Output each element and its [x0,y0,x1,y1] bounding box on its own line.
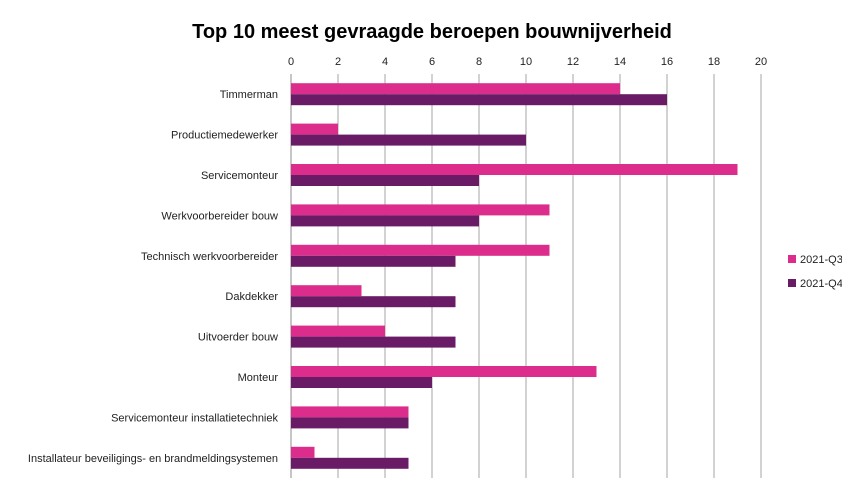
bar [291,255,456,267]
legend: 2021-Q3 2021-Q4 [788,254,842,290]
bar [291,336,456,348]
x-axis-ticks: 0 2 4 6 8 10 12 14 16 18 20 [288,56,767,68]
bar [291,285,362,297]
bar [291,215,479,227]
category-label: Dakdekker [225,291,278,303]
category-label: Servicemonteur installatietechniek [111,412,278,424]
bar [291,296,456,308]
bar [291,446,315,458]
category-label: Timmerman [220,89,278,101]
category-label: Uitvoerder bouw [198,332,278,344]
legend-label: 2021-Q4 [800,278,842,290]
x-tick-label: 12 [567,56,579,68]
x-tick-label: 16 [661,56,673,68]
x-tick-label: 14 [614,56,626,68]
legend-swatch [788,279,796,287]
bar [291,134,526,146]
x-tick-label: 0 [288,56,294,68]
bar [291,204,550,216]
bar [291,83,620,95]
bar [291,457,409,469]
legend-label: 2021-Q3 [800,254,842,266]
legend-swatch [788,255,796,263]
category-label: Monteur [238,372,279,384]
bar [291,244,550,256]
bar [291,123,338,135]
bar [291,406,409,418]
bar [291,164,738,175]
x-tick-label: 6 [429,56,435,68]
category-label: Werkvoorbereider bouw [161,210,278,222]
x-tick-label: 2 [335,56,341,68]
category-labels: Timmerman Productiemedewerker Servicemonte… [28,89,279,465]
bar [291,377,432,388]
bar [291,417,409,429]
category-label: Productiemedewerker [171,130,278,142]
bar [291,175,479,186]
bars [291,83,738,469]
x-tick-label: 4 [382,56,388,68]
x-tick-label: 18 [708,56,720,68]
category-label: Installateur beveiligings- en brandmeldi… [28,453,278,465]
category-label: Servicemonteur [201,170,278,182]
bar [291,366,597,377]
x-tick-label: 20 [755,56,767,68]
category-label: Technisch werkvoorbereider [141,251,278,263]
bar [291,325,385,337]
chart-title: Top 10 meest gevraagde beroepen bouwnijv… [192,21,672,43]
x-tick-label: 10 [520,56,532,68]
x-tick-label: 8 [476,56,482,68]
bar [291,94,667,106]
